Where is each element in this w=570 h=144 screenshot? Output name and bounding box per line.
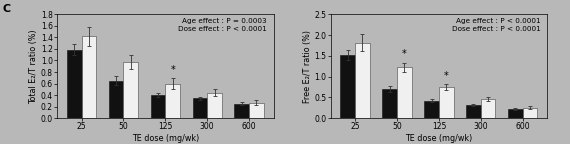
Text: *: * bbox=[170, 65, 175, 75]
Text: Age effect : P = 0.0003
Dose effect : P < 0.0001: Age effect : P = 0.0003 Dose effect : P … bbox=[178, 18, 267, 32]
Bar bbox=[193, 98, 207, 118]
Y-axis label: Free E₂/T ratio (%): Free E₂/T ratio (%) bbox=[303, 30, 312, 103]
Bar bbox=[165, 84, 180, 118]
Bar bbox=[508, 109, 523, 118]
Bar bbox=[523, 108, 538, 118]
Bar bbox=[355, 43, 370, 118]
Bar bbox=[397, 68, 412, 118]
Bar bbox=[109, 81, 123, 118]
X-axis label: TE dose (mg/wk): TE dose (mg/wk) bbox=[405, 134, 473, 143]
Bar bbox=[249, 103, 264, 118]
Y-axis label: Total E₂/T ratio (%): Total E₂/T ratio (%) bbox=[29, 29, 38, 104]
Bar bbox=[67, 50, 82, 118]
Bar bbox=[439, 87, 454, 118]
Bar bbox=[340, 55, 355, 118]
Text: *: * bbox=[402, 49, 407, 59]
Bar bbox=[234, 104, 249, 118]
Bar bbox=[150, 95, 165, 118]
Bar bbox=[424, 101, 439, 118]
X-axis label: TE dose (mg/wk): TE dose (mg/wk) bbox=[132, 134, 199, 143]
Bar bbox=[207, 93, 222, 118]
Text: C: C bbox=[3, 4, 11, 14]
Bar bbox=[466, 105, 481, 118]
Bar bbox=[382, 89, 397, 118]
Text: Age effect : P < 0.0001
Dose effect : P < 0.0001: Age effect : P < 0.0001 Dose effect : P … bbox=[452, 18, 541, 32]
Bar bbox=[481, 99, 495, 118]
Text: *: * bbox=[444, 71, 449, 80]
Bar bbox=[82, 36, 96, 118]
Bar bbox=[123, 62, 138, 118]
